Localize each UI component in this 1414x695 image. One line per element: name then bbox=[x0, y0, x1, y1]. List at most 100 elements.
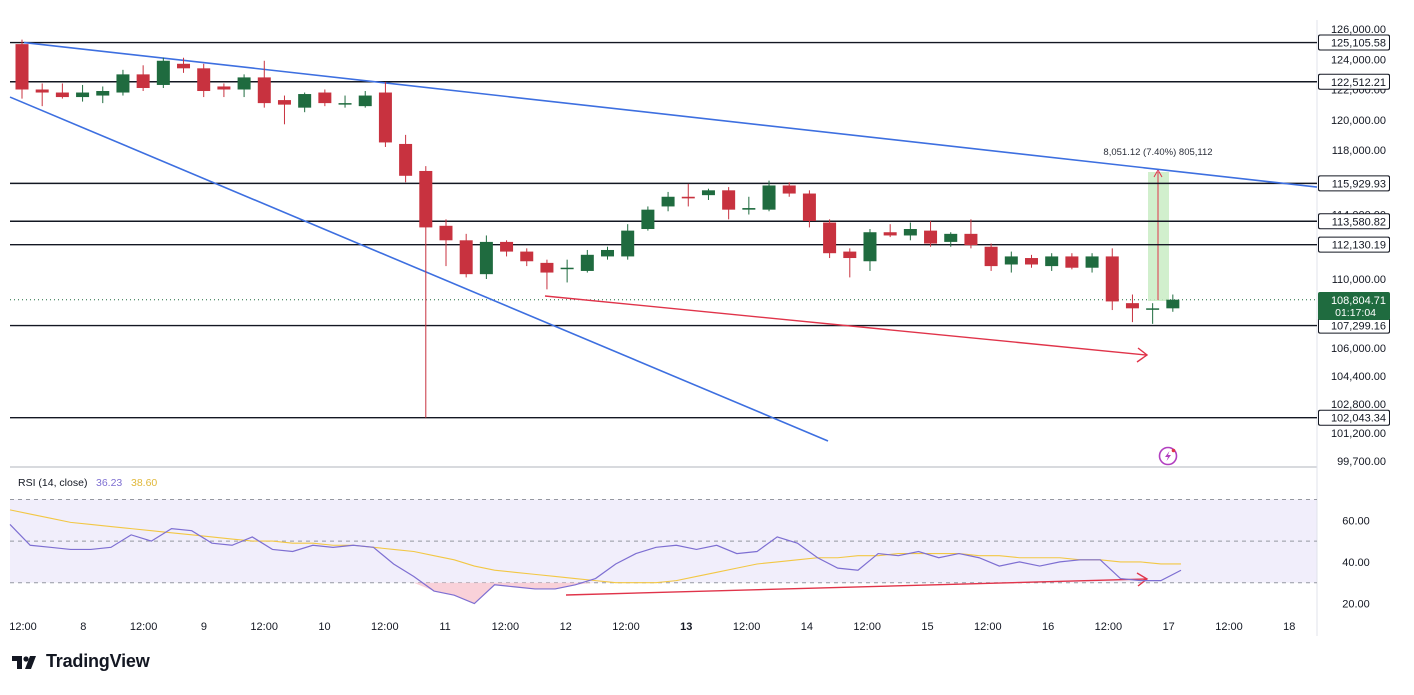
candle-body bbox=[1004, 256, 1018, 265]
candle[interactable] bbox=[762, 180, 776, 212]
candle[interactable] bbox=[318, 89, 332, 107]
candle[interactable] bbox=[863, 229, 877, 271]
candle[interactable] bbox=[802, 190, 816, 228]
lightning-icon[interactable] bbox=[1158, 446, 1178, 466]
candle[interactable] bbox=[378, 81, 392, 147]
price-divergence-arrow[interactable] bbox=[544, 295, 1147, 356]
candle-body bbox=[35, 89, 49, 93]
trendline-lower[interactable] bbox=[9, 96, 829, 442]
candle-body bbox=[358, 95, 372, 107]
time-tick-label: 12:00 bbox=[853, 621, 881, 633]
candle[interactable] bbox=[55, 83, 69, 99]
candle[interactable] bbox=[1105, 248, 1119, 311]
candle[interactable] bbox=[358, 91, 372, 108]
time-tick-label: 12 bbox=[560, 621, 572, 633]
candle[interactable] bbox=[1065, 253, 1079, 270]
price-tick-label: 124,000.00 bbox=[1331, 54, 1386, 66]
candle[interactable] bbox=[197, 63, 211, 98]
candle-body bbox=[1045, 256, 1059, 267]
candle[interactable] bbox=[742, 196, 756, 215]
candle-body bbox=[924, 230, 938, 244]
candle[interactable] bbox=[782, 182, 796, 197]
candle[interactable] bbox=[76, 84, 90, 102]
candle[interactable] bbox=[1166, 294, 1180, 312]
candle[interactable] bbox=[1085, 253, 1099, 273]
candle[interactable] bbox=[15, 39, 29, 99]
price-tick-label: 104,400.00 bbox=[1331, 371, 1386, 383]
candle[interactable] bbox=[96, 86, 110, 104]
candle[interactable] bbox=[843, 248, 857, 278]
candle-body bbox=[1085, 256, 1099, 268]
candle[interactable] bbox=[156, 57, 170, 88]
candle[interactable] bbox=[298, 92, 312, 113]
candle-body bbox=[76, 92, 90, 98]
time-tick-label: 12:00 bbox=[1095, 621, 1123, 633]
trendline-upper[interactable] bbox=[23, 41, 1318, 188]
candle[interactable] bbox=[984, 243, 998, 271]
candle[interactable] bbox=[681, 183, 695, 207]
candle[interactable] bbox=[338, 95, 352, 108]
candle-body bbox=[439, 225, 453, 241]
rsi-ma-value: 38.60 bbox=[131, 477, 157, 489]
candle[interactable] bbox=[1045, 253, 1059, 271]
candle[interactable] bbox=[621, 224, 635, 260]
candle[interactable] bbox=[500, 240, 514, 257]
candle[interactable] bbox=[924, 220, 938, 247]
candle[interactable] bbox=[641, 206, 655, 231]
candle[interactable] bbox=[540, 259, 554, 290]
candle[interactable] bbox=[661, 191, 675, 212]
price-tick-label: 106,000.00 bbox=[1331, 343, 1386, 355]
level-price-inner bbox=[1319, 410, 1389, 425]
candle[interactable] bbox=[419, 166, 433, 418]
candle[interactable] bbox=[944, 232, 958, 247]
time-tick-label: 11 bbox=[439, 621, 450, 633]
candle[interactable] bbox=[701, 188, 715, 200]
candle[interactable] bbox=[1146, 303, 1160, 324]
candle-body bbox=[1025, 258, 1038, 265]
candle-body bbox=[520, 251, 534, 262]
candle-body bbox=[742, 208, 756, 210]
candle[interactable] bbox=[823, 219, 837, 259]
candle[interactable] bbox=[580, 249, 594, 273]
level-price-text: 125,105.58 bbox=[1331, 38, 1386, 50]
candle-body bbox=[459, 240, 473, 275]
rsi-line[interactable] bbox=[9, 524, 1182, 605]
candle[interactable] bbox=[520, 248, 534, 267]
candle[interactable] bbox=[479, 235, 493, 279]
candle[interactable] bbox=[439, 219, 453, 267]
candle-body bbox=[136, 74, 150, 88]
candle[interactable] bbox=[116, 69, 130, 96]
candle[interactable] bbox=[1125, 294, 1139, 323]
candle[interactable] bbox=[177, 57, 191, 73]
candle[interactable] bbox=[459, 233, 473, 278]
candle[interactable] bbox=[560, 259, 574, 283]
level-price-label: 102,043.34 bbox=[1318, 409, 1390, 426]
candle[interactable] bbox=[1004, 251, 1018, 273]
candle[interactable] bbox=[1025, 254, 1038, 268]
candle-body bbox=[641, 209, 655, 230]
candle[interactable] bbox=[399, 134, 413, 183]
rsi-ma-line[interactable] bbox=[9, 509, 1182, 584]
time-tick-label: 12:00 bbox=[1215, 621, 1243, 633]
candle[interactable] bbox=[722, 187, 736, 220]
time-tick-label: 12:00 bbox=[9, 621, 37, 633]
candle-body bbox=[96, 91, 110, 96]
candle[interactable] bbox=[277, 95, 291, 125]
candle[interactable] bbox=[903, 222, 917, 241]
candle[interactable] bbox=[964, 219, 978, 249]
candle[interactable] bbox=[257, 60, 271, 108]
candle[interactable] bbox=[35, 83, 49, 107]
rsi-divergence-arrow[interactable] bbox=[565, 578, 1147, 596]
level-price-inner bbox=[1319, 318, 1389, 333]
candle[interactable] bbox=[237, 74, 251, 98]
candle-body bbox=[419, 170, 433, 228]
rsi-oversold-fill bbox=[10, 582, 1182, 604]
candle[interactable] bbox=[883, 224, 897, 238]
time-tick-label: 13 bbox=[680, 621, 692, 633]
candle[interactable] bbox=[217, 83, 231, 98]
candle[interactable] bbox=[601, 246, 615, 260]
candle[interactable] bbox=[136, 65, 150, 92]
